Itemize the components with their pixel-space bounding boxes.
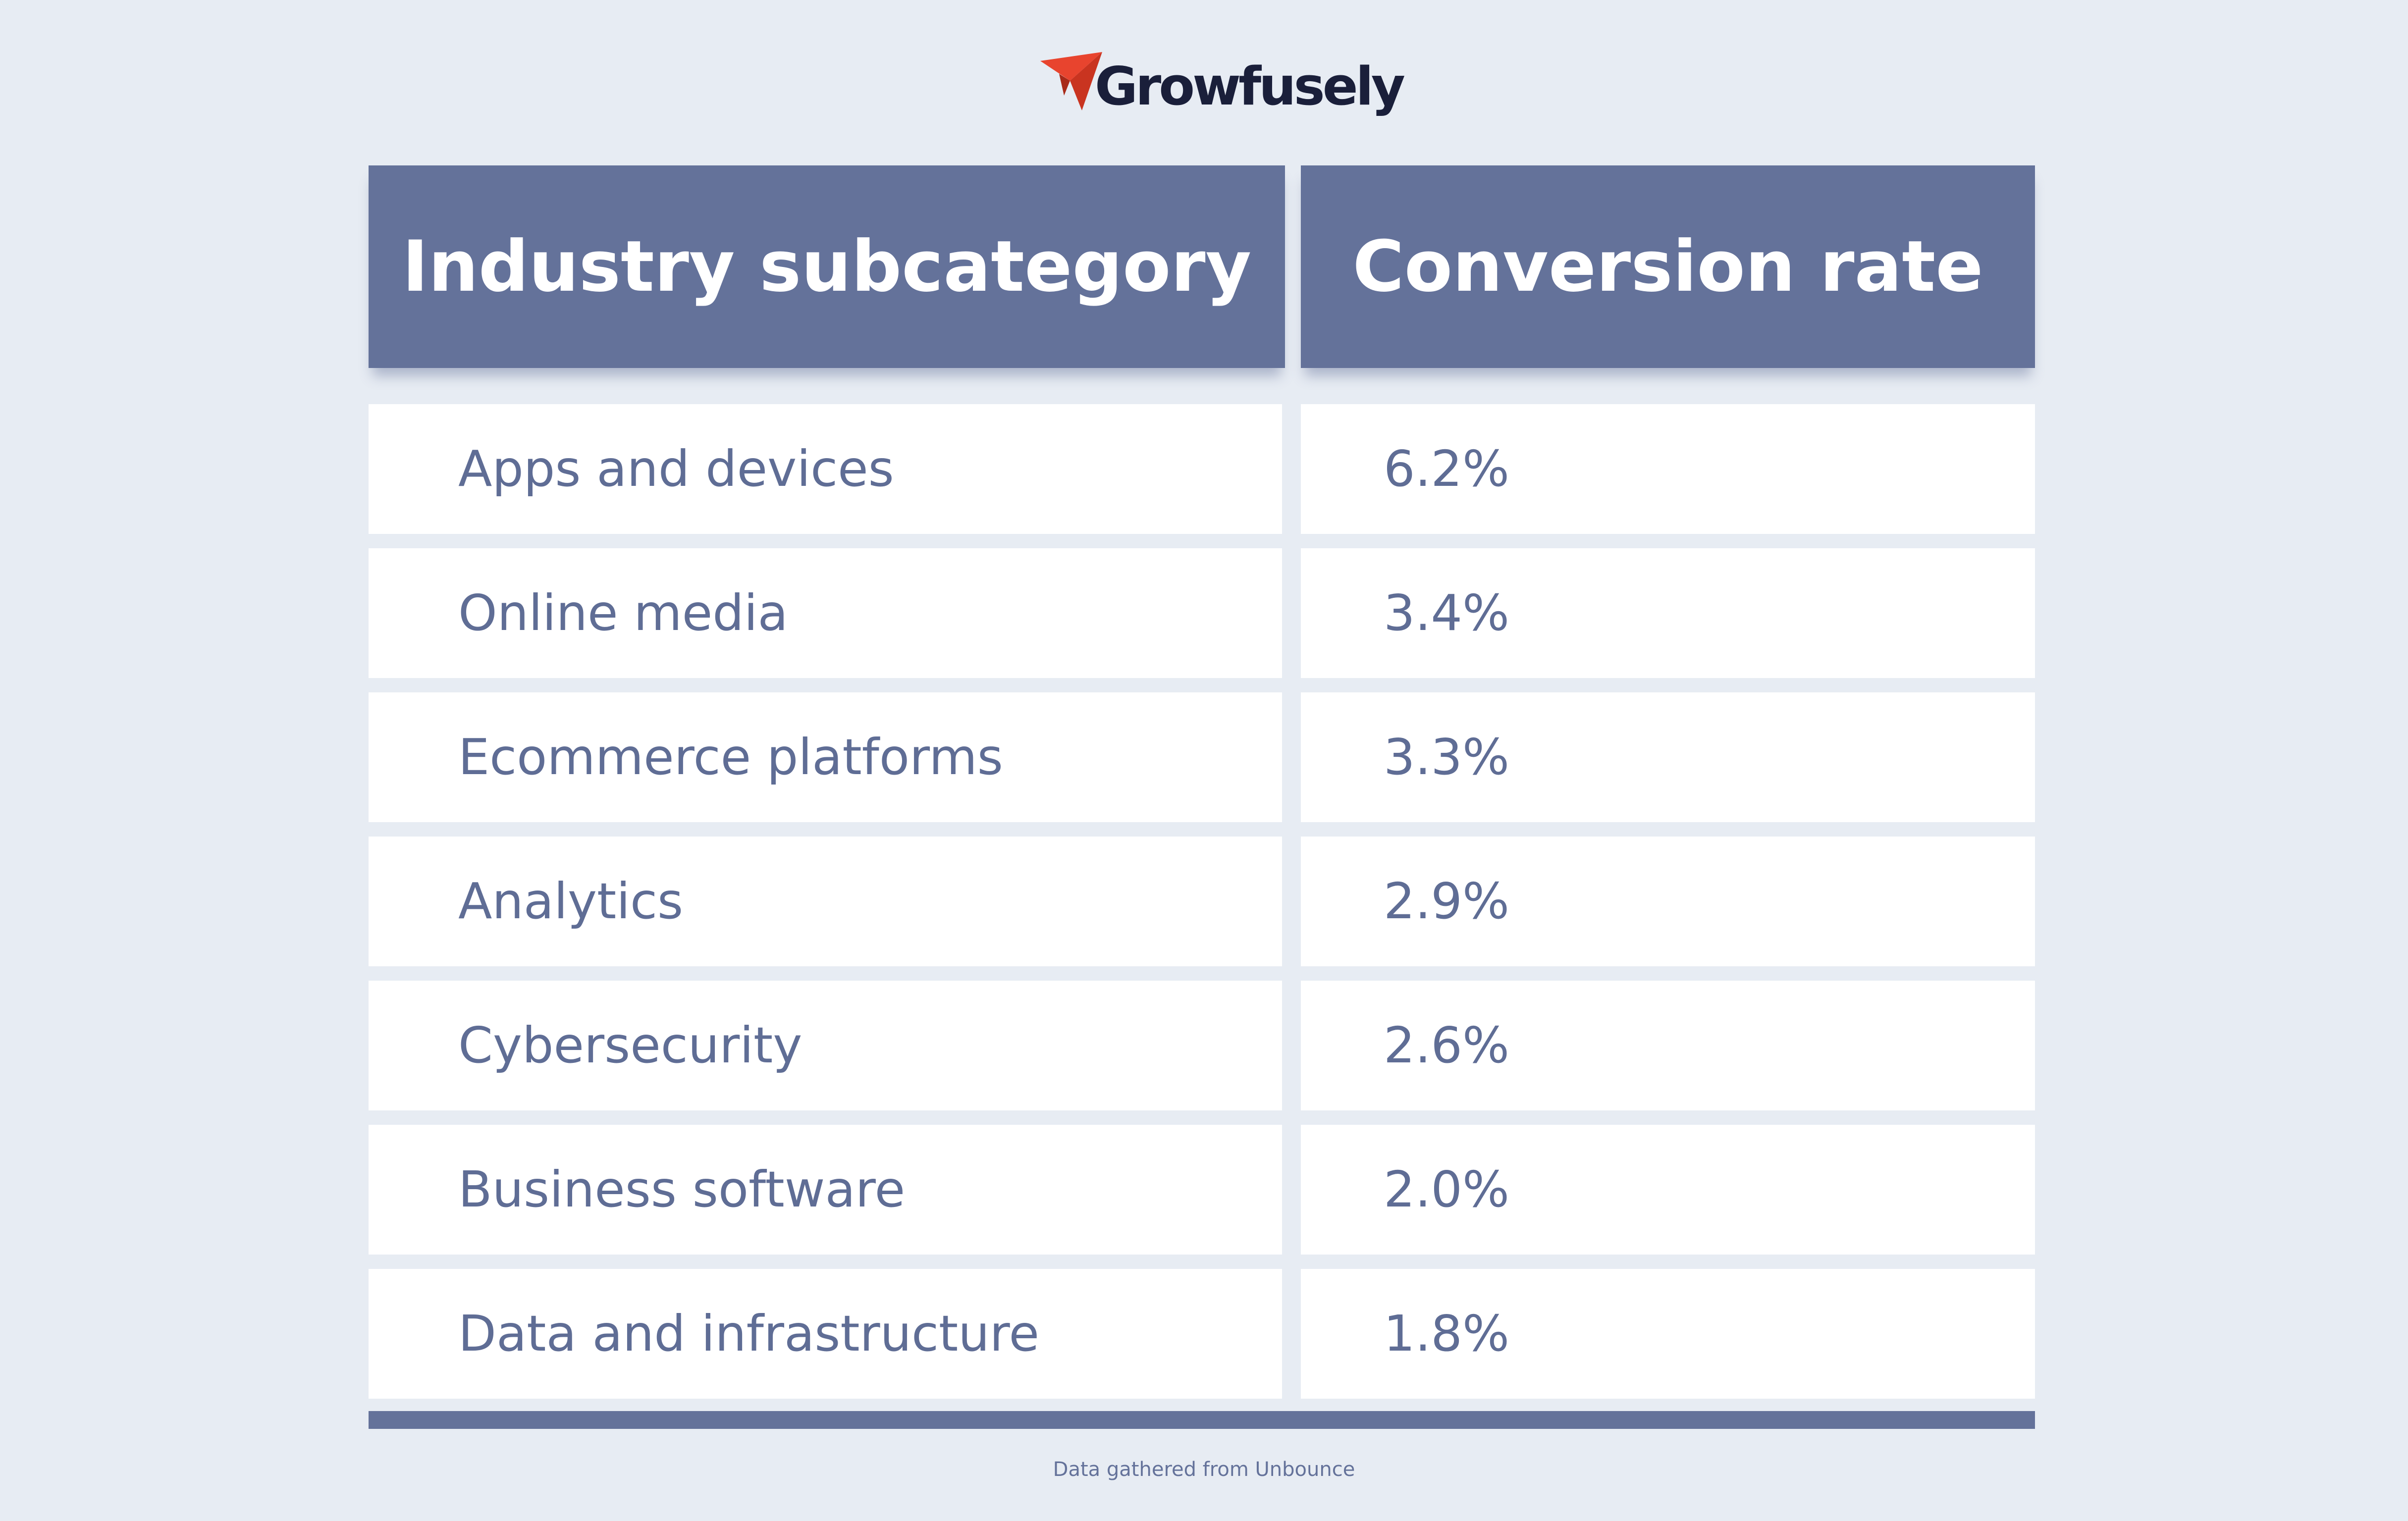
cell-conversion-rate: 3.3% [1301, 692, 2035, 822]
table-row: Analytics 2.9% [369, 837, 2035, 966]
conversion-rate-value: 2.0% [1384, 1160, 1510, 1218]
conversion-rate-value: 2.9% [1384, 872, 1510, 930]
cell-subcategory: Apps and devices [369, 404, 1282, 534]
source-note: Data gathered from Unbounce [1053, 1458, 1355, 1481]
conversion-rate-value: 1.8% [1384, 1305, 1510, 1363]
table-row: Ecommerce platforms 3.3% [369, 692, 2035, 822]
paper-plane-icon [1040, 52, 1102, 110]
cell-subcategory: Analytics [369, 837, 1282, 966]
subcategory-label: Data and infrastructure [458, 1305, 1040, 1363]
cell-conversion-rate: 2.6% [1301, 981, 2035, 1110]
table-row: Online media 3.4% [369, 548, 2035, 678]
cell-subcategory: Ecommerce platforms [369, 692, 1282, 822]
cell-conversion-rate: 2.9% [1301, 837, 2035, 966]
table-row: Apps and devices 6.2% [369, 404, 2035, 534]
logo-wordmark: Growfusely [1095, 56, 1405, 117]
table-bottom-bar [369, 1411, 2035, 1429]
cell-subcategory: Cybersecurity [369, 981, 1282, 1110]
cell-conversion-rate: 6.2% [1301, 404, 2035, 534]
table-row: Cybersecurity 2.6% [369, 981, 2035, 1110]
subcategory-label: Business software [458, 1160, 906, 1218]
cell-subcategory: Data and infrastructure [369, 1269, 1282, 1399]
conversion-rate-value: 3.4% [1384, 584, 1510, 642]
subcategory-label: Cybersecurity [458, 1016, 803, 1074]
conversion-rate-table: Industry subcategory Conversion rate App… [369, 165, 2035, 1399]
table-body: Apps and devices 6.2% Online media 3.4% Ecom… [369, 404, 2035, 1413]
conversion-rate-value: 3.3% [1384, 728, 1510, 786]
cell-subcategory: Business software [369, 1125, 1282, 1255]
subcategory-label: Apps and devices [458, 440, 894, 498]
cell-subcategory: Online media [369, 548, 1282, 678]
subcategory-label: Ecommerce platforms [458, 728, 1003, 786]
subcategory-label: Analytics [458, 872, 684, 930]
conversion-rate-value: 6.2% [1384, 440, 1510, 498]
cell-conversion-rate: 2.0% [1301, 1125, 2035, 1255]
cell-conversion-rate: 3.4% [1301, 548, 2035, 678]
conversion-rate-value: 2.6% [1384, 1016, 1510, 1074]
subcategory-label: Online media [458, 584, 788, 642]
column-header-subcategory: Industry subcategory [369, 165, 1285, 368]
growfusely-logo: Growfusely [1040, 50, 1405, 124]
cell-conversion-rate: 1.8% [1301, 1269, 2035, 1399]
table-row: Data and infrastructure 1.8% [369, 1269, 2035, 1399]
column-header-conversion-rate: Conversion rate [1301, 165, 2035, 368]
table-row: Business software 2.0% [369, 1125, 2035, 1255]
table-header: Industry subcategory Conversion rate [369, 165, 2035, 368]
